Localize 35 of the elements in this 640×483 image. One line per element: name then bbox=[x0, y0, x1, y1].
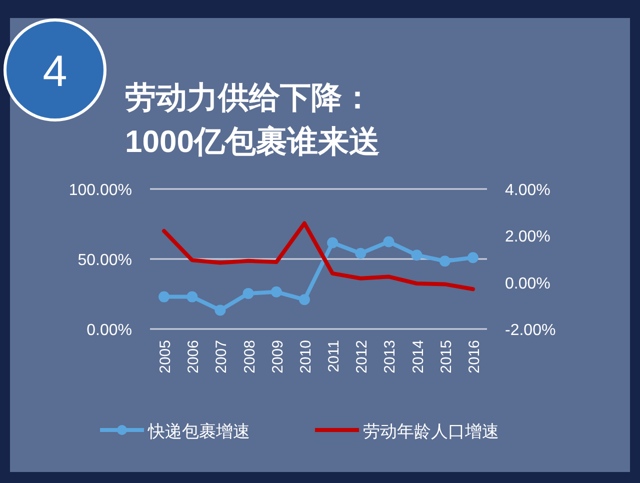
y2-tick-label: 0.00% bbox=[505, 275, 550, 292]
legend-label: 快递包裹增速 bbox=[147, 422, 250, 441]
chart-title: 劳动力供给下降： 1000亿包裹谁来送 bbox=[125, 80, 380, 159]
point bbox=[298, 294, 310, 306]
y-tick-label: 0.00% bbox=[86, 322, 132, 339]
legend-label: 劳动年龄人口增速 bbox=[363, 422, 499, 441]
x-tick-label: 2013 bbox=[382, 340, 399, 374]
point bbox=[439, 256, 450, 267]
y-tick-label: 100.00% bbox=[68, 182, 132, 199]
x-tick-label: 2015 bbox=[438, 340, 455, 374]
y2-tick-label: 2.00% bbox=[505, 228, 550, 246]
point bbox=[158, 291, 170, 302]
x-tick-label: 2014 bbox=[410, 340, 427, 374]
y-tick-label: 50.00% bbox=[78, 252, 132, 269]
point bbox=[383, 236, 394, 248]
x-tick-label: 2008 bbox=[241, 340, 258, 374]
x-tick-label: 2009 bbox=[269, 340, 286, 374]
point bbox=[411, 250, 422, 261]
text: 4 bbox=[42, 47, 68, 96]
x-tick-label: 2012 bbox=[354, 340, 371, 374]
x-tick-label: 2010 bbox=[297, 340, 314, 374]
point bbox=[467, 252, 478, 264]
point bbox=[270, 286, 282, 298]
point bbox=[242, 288, 254, 299]
x-tick-label: 2005 bbox=[157, 340, 174, 374]
y2-tick-label: -2.00% bbox=[505, 322, 556, 339]
point bbox=[355, 248, 366, 259]
x-tick-label: 2016 bbox=[466, 340, 483, 374]
point bbox=[327, 237, 338, 248]
x-tick-label: 2007 bbox=[213, 340, 230, 374]
x-tick-label: 2011 bbox=[326, 340, 343, 372]
point bbox=[214, 304, 226, 316]
x-tick-label: 2006 bbox=[185, 340, 202, 374]
point bbox=[186, 291, 198, 302]
y2-tick-label: 4.00% bbox=[505, 182, 550, 199]
